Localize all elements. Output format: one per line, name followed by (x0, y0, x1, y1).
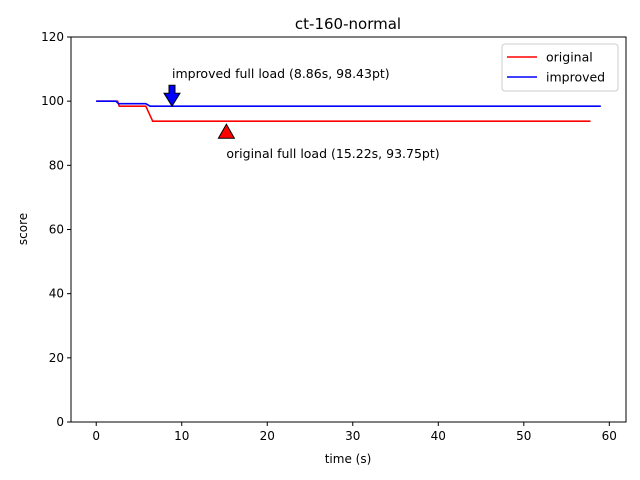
chart-title: ct-160-normal (295, 15, 401, 33)
legend-box (501, 43, 619, 92)
annotation-up-arrow-icon (217, 123, 236, 139)
legend: original improved (501, 43, 619, 92)
x-tick-label: 20 (260, 429, 275, 443)
x-tick-label: 50 (516, 429, 531, 443)
y-axis-ticks: 0 20 40 60 80 100 120 (41, 30, 71, 429)
y-tick-label: 80 (49, 158, 64, 172)
y-tick-label: 60 (49, 223, 64, 237)
y-tick-label: 120 (41, 30, 64, 44)
legend-label: original (546, 50, 593, 65)
x-tick-label: 40 (431, 429, 446, 443)
y-axis-label: score (16, 213, 30, 245)
x-tick-label: 10 (174, 429, 189, 443)
legend-label: improved (546, 70, 605, 85)
x-axis-ticks: 0 10 20 30 40 50 60 (92, 422, 617, 443)
x-tick-label: 0 (92, 429, 100, 443)
annotation-label: original full load (15.22s, 93.75pt) (226, 146, 439, 161)
series-line-original (96, 100, 591, 122)
y-tick-label: 40 (49, 287, 64, 301)
annotations: improved full load (8.86s, 98.43pt) origi… (163, 66, 440, 161)
x-tick-label: 60 (602, 429, 617, 443)
y-tick-label: 20 (49, 351, 64, 365)
annotation-down-arrow-icon (163, 84, 181, 108)
x-tick-label: 30 (345, 429, 360, 443)
annotation-label: improved full load (8.86s, 98.43pt) (172, 66, 390, 81)
x-axis-label: time (s) (325, 452, 372, 466)
y-tick-label: 0 (56, 415, 64, 429)
y-tick-label: 100 (41, 94, 64, 108)
plot-area-frame (70, 36, 627, 423)
